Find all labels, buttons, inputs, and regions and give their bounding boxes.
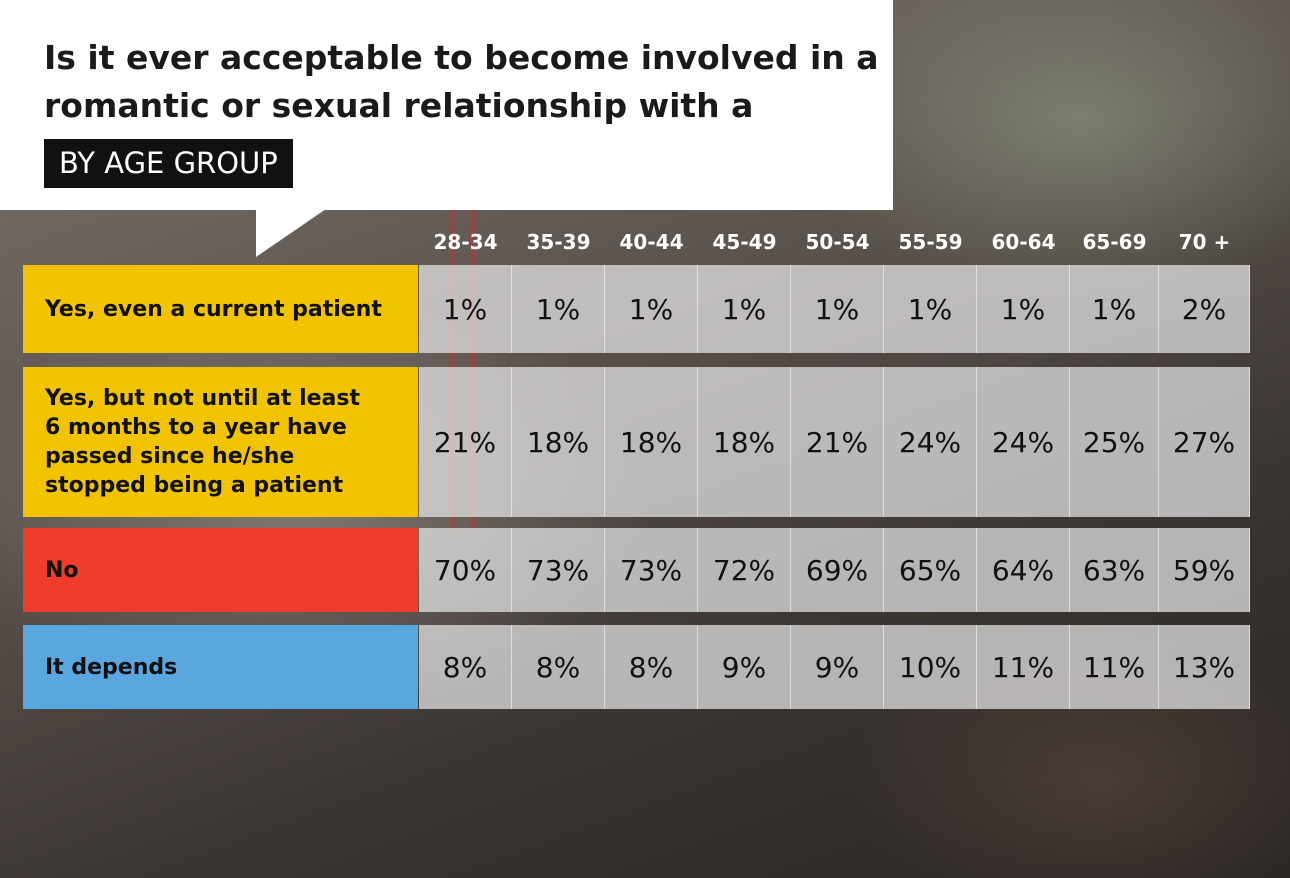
value-cell: 24%: [977, 367, 1070, 517]
chart-subtitle: BY AGE GROUP: [44, 139, 293, 188]
value-cell: 70%: [419, 528, 512, 612]
column-header: 50-54: [805, 230, 870, 254]
value-cell: 13%: [1159, 625, 1250, 709]
value-cell: 1%: [791, 265, 884, 353]
row-label: Yes, even a current patient: [23, 265, 418, 353]
value-cell: 1%: [419, 265, 512, 353]
value-cell: 65%: [884, 528, 977, 612]
value-cell: 73%: [512, 528, 605, 612]
value-cell: 8%: [512, 625, 605, 709]
value-cell: 25%: [1070, 367, 1159, 517]
value-cell: 72%: [698, 528, 791, 612]
value-cell: 8%: [605, 625, 698, 709]
value-cell: 27%: [1159, 367, 1250, 517]
value-cell: 1%: [512, 265, 605, 353]
column-header: 70 +: [1178, 230, 1231, 254]
value-cell: 24%: [884, 367, 977, 517]
value-cell: 10%: [884, 625, 977, 709]
value-cell: 2%: [1159, 265, 1250, 353]
value-cell: 64%: [977, 528, 1070, 612]
row-label: Yes, but not until at least 6 months to …: [23, 367, 418, 517]
value-cell: 21%: [791, 367, 884, 517]
column-header: 35-39: [526, 230, 591, 254]
column-header: 40-44: [619, 230, 684, 254]
value-cell: 1%: [698, 265, 791, 353]
value-cell: 73%: [605, 528, 698, 612]
value-cell: 63%: [1070, 528, 1159, 612]
value-cell: 11%: [977, 625, 1070, 709]
value-cell: 18%: [512, 367, 605, 517]
callout-tail: [256, 209, 326, 257]
value-cell: 59%: [1159, 528, 1250, 612]
column-header: 65-69: [1082, 230, 1147, 254]
value-cell: 1%: [977, 265, 1070, 353]
value-cell: 9%: [791, 625, 884, 709]
value-cell: 21%: [419, 367, 512, 517]
column-header: 60-64: [991, 230, 1056, 254]
row-label: It depends: [23, 625, 418, 709]
title-callout: Is it ever acceptable to become involved…: [0, 0, 893, 210]
column-header: 28-34: [433, 230, 498, 254]
column-header: 55-59: [898, 230, 963, 254]
value-cell: 69%: [791, 528, 884, 612]
value-cell: 9%: [698, 625, 791, 709]
value-cell: 8%: [419, 625, 512, 709]
value-cell: 1%: [884, 265, 977, 353]
value-cell: 18%: [698, 367, 791, 517]
row-label: No: [23, 528, 418, 612]
value-cell: 1%: [605, 265, 698, 353]
value-cell: 18%: [605, 367, 698, 517]
column-header: 45-49: [712, 230, 777, 254]
value-cell: 11%: [1070, 625, 1159, 709]
value-cell: 1%: [1070, 265, 1159, 353]
